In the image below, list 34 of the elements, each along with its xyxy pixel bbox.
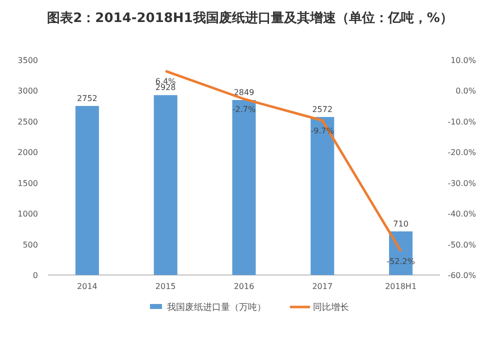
chart-title: 图表2：2014-2018H1我国废纸进口量及其增速（单位：亿吨，%） xyxy=(47,10,453,26)
y2-tick-label: -50.0% xyxy=(448,240,476,250)
bar xyxy=(310,117,334,275)
y2-tick-label: 10.0% xyxy=(450,56,476,65)
legend-label: 我国废纸进口量（万吨） xyxy=(167,302,266,313)
y-tick-label: 2000 xyxy=(18,148,38,158)
data-label: -2.7% xyxy=(232,105,256,114)
data-label: 2752 xyxy=(77,94,98,103)
y2-tick-label: -40.0% xyxy=(448,210,476,219)
y2-tick-label: -30.0% xyxy=(448,178,476,188)
bar xyxy=(75,106,99,275)
data-label: 2572 xyxy=(312,105,333,114)
y-tick-label: 3500 xyxy=(18,56,38,65)
legend-label: 同比增长 xyxy=(313,302,349,313)
data-label: 2928 xyxy=(155,83,176,92)
y-tick-label: 1500 xyxy=(18,178,38,188)
y-tick-label: 500 xyxy=(22,240,38,250)
y-tick-label: 2500 xyxy=(18,117,38,126)
y-tick-label: 1000 xyxy=(18,210,38,219)
y2-tick-label: 0.0% xyxy=(456,86,476,96)
bar xyxy=(154,95,178,275)
x-tick-label: 2014 xyxy=(77,282,98,291)
x-tick-label: 2015 xyxy=(155,282,176,291)
y2-tick-label: -10.0% xyxy=(448,117,476,126)
data-label: 710 xyxy=(393,219,408,228)
y2-tick-label: -60.0% xyxy=(448,271,476,280)
y2-tick-label: -20.0% xyxy=(448,148,476,158)
x-tick-label: 2016 xyxy=(234,282,254,291)
y-tick-label: 3000 xyxy=(18,86,38,96)
x-tick-label: 2018H1 xyxy=(385,282,417,291)
data-label: 2849 xyxy=(234,88,254,97)
bar xyxy=(232,100,256,275)
x-tick-label: 2017 xyxy=(312,282,333,291)
y-tick-label: 0 xyxy=(32,271,38,280)
